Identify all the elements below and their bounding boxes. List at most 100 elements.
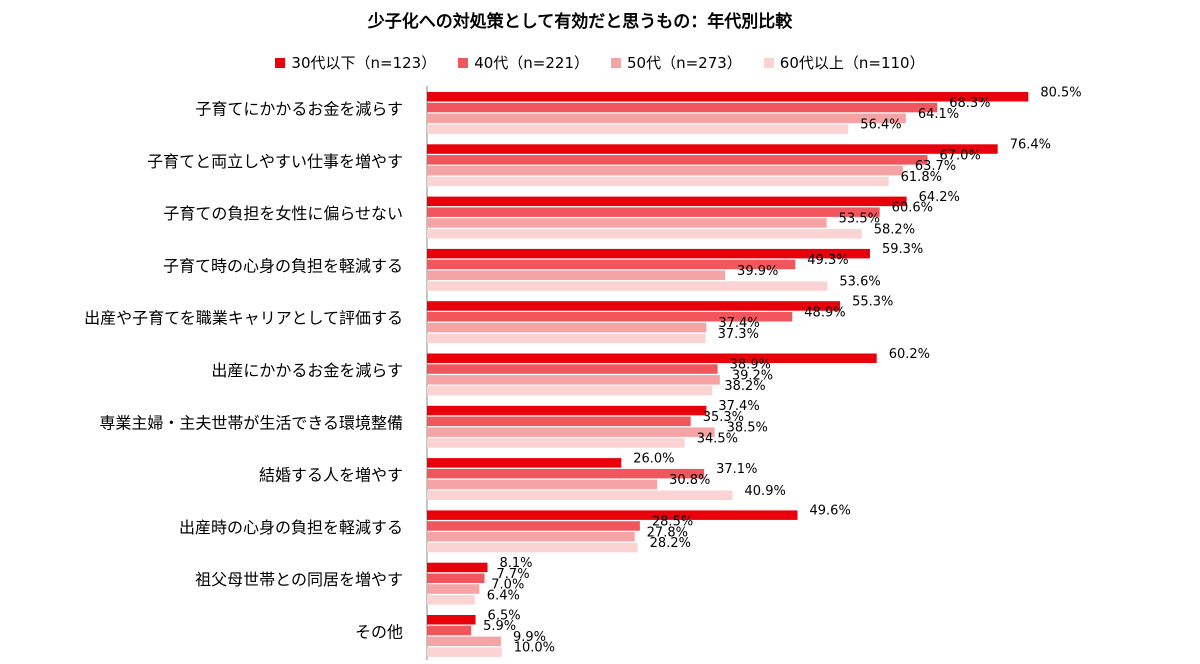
bar — [427, 510, 798, 520]
value-label: 39.9% — [737, 264, 778, 279]
value-label: 5.9% — [483, 619, 516, 634]
bar — [427, 301, 841, 311]
category-label: 子育て時の心身の負担を軽減する — [163, 256, 403, 275]
legend-item: 30代以下（n=123） — [275, 52, 436, 73]
value-label: 49.6% — [810, 504, 851, 519]
bar — [427, 207, 880, 217]
bar — [427, 615, 476, 625]
value-label: 8.1% — [500, 556, 533, 571]
bar — [427, 427, 715, 437]
bar — [427, 196, 907, 207]
value-label: 64.1% — [918, 107, 959, 122]
value-label: 58.2% — [874, 222, 915, 237]
bar — [427, 438, 685, 448]
bar — [427, 375, 720, 385]
bar — [427, 625, 472, 636]
bar — [427, 322, 707, 333]
value-label: 7.7% — [497, 567, 530, 582]
bar — [427, 405, 707, 416]
category-label: 出産や子育てを職業キャリアとして評価する — [84, 309, 403, 328]
legend-label: 50代（n=273） — [627, 54, 742, 72]
bar — [427, 542, 638, 553]
legend-label: 30代以下（n=123） — [291, 54, 437, 72]
category-label: その他 — [355, 623, 403, 642]
bar — [427, 270, 726, 280]
value-label: 40.9% — [745, 484, 786, 499]
value-label: 39.2% — [732, 368, 773, 383]
category-label: 子育てにかかるお金を減らす — [195, 100, 403, 119]
legend-swatch — [763, 57, 774, 68]
value-label: 27.8% — [647, 525, 688, 540]
value-label: 56.4% — [860, 118, 901, 133]
value-label: 80.5% — [1040, 85, 1081, 100]
bar — [427, 364, 718, 374]
value-label: 6.4% — [487, 588, 520, 603]
bar — [427, 113, 906, 124]
value-label: 49.3% — [807, 253, 848, 268]
legend-swatch — [458, 57, 469, 68]
bar — [427, 595, 475, 605]
value-label: 28.2% — [650, 536, 691, 551]
bar — [427, 490, 733, 500]
bar — [427, 584, 480, 594]
bar — [427, 479, 658, 490]
value-label: 60.2% — [889, 347, 930, 362]
category-label: 子育てと両立しやすい仕事を増やす — [147, 152, 403, 171]
value-label: 64.2% — [919, 190, 960, 205]
value-label: 26.0% — [633, 451, 674, 466]
legend-label: 40代（n=221） — [474, 54, 589, 72]
bar — [427, 312, 793, 322]
bar — [427, 92, 1029, 102]
bar — [427, 165, 903, 176]
value-label: 38.2% — [724, 379, 765, 394]
bar — [427, 416, 691, 427]
value-label: 53.6% — [839, 275, 880, 290]
category-label: 子育ての負担を女性に偏らせない — [163, 204, 403, 223]
value-label: 37.4% — [718, 399, 759, 414]
bar — [427, 562, 488, 573]
value-label: 28.5% — [652, 514, 693, 529]
value-label: 34.5% — [697, 431, 738, 446]
category-label: 結婚する人を増やす — [259, 466, 403, 485]
bar — [427, 155, 928, 165]
legend: 30代以下（n=123） 40代（n=221） 50代（n=273） 60代以上（n=… — [0, 52, 1200, 73]
value-label: 37.4% — [718, 316, 759, 331]
bar — [427, 636, 501, 647]
legend-swatch — [611, 57, 621, 68]
value-label: 60.6% — [892, 201, 933, 216]
value-label: 55.3% — [852, 294, 893, 309]
value-label: 61.8% — [901, 170, 942, 185]
bar — [427, 248, 870, 259]
value-label: 30.8% — [669, 473, 710, 488]
bar — [427, 333, 706, 344]
value-label: 9.9% — [513, 630, 546, 645]
bar — [427, 176, 889, 187]
value-label: 35.3% — [703, 410, 744, 425]
bar — [427, 144, 998, 154]
bar — [427, 353, 877, 363]
bar — [427, 124, 849, 134]
value-label: 38.9% — [730, 358, 771, 373]
bar — [427, 385, 713, 396]
bar — [427, 458, 622, 468]
legend-item: 60代以上（n=110） — [763, 52, 925, 73]
legend-item: 50代（n=273） — [611, 52, 742, 73]
value-label: 37.3% — [718, 327, 759, 342]
value-label: 6.5% — [488, 608, 521, 623]
bar — [427, 532, 635, 542]
bar — [427, 218, 827, 228]
bar — [427, 647, 502, 657]
value-label: 68.3% — [949, 96, 990, 111]
value-label: 63.7% — [915, 159, 956, 174]
bar — [427, 229, 862, 239]
value-label: 10.0% — [514, 641, 555, 656]
bar — [427, 259, 796, 270]
bar — [427, 468, 705, 479]
legend-item: 40代（n=221） — [458, 52, 589, 73]
legend-swatch — [275, 57, 286, 68]
bar — [427, 102, 938, 113]
legend-label: 60代以上（n=110） — [779, 54, 925, 72]
bar — [427, 573, 485, 583]
